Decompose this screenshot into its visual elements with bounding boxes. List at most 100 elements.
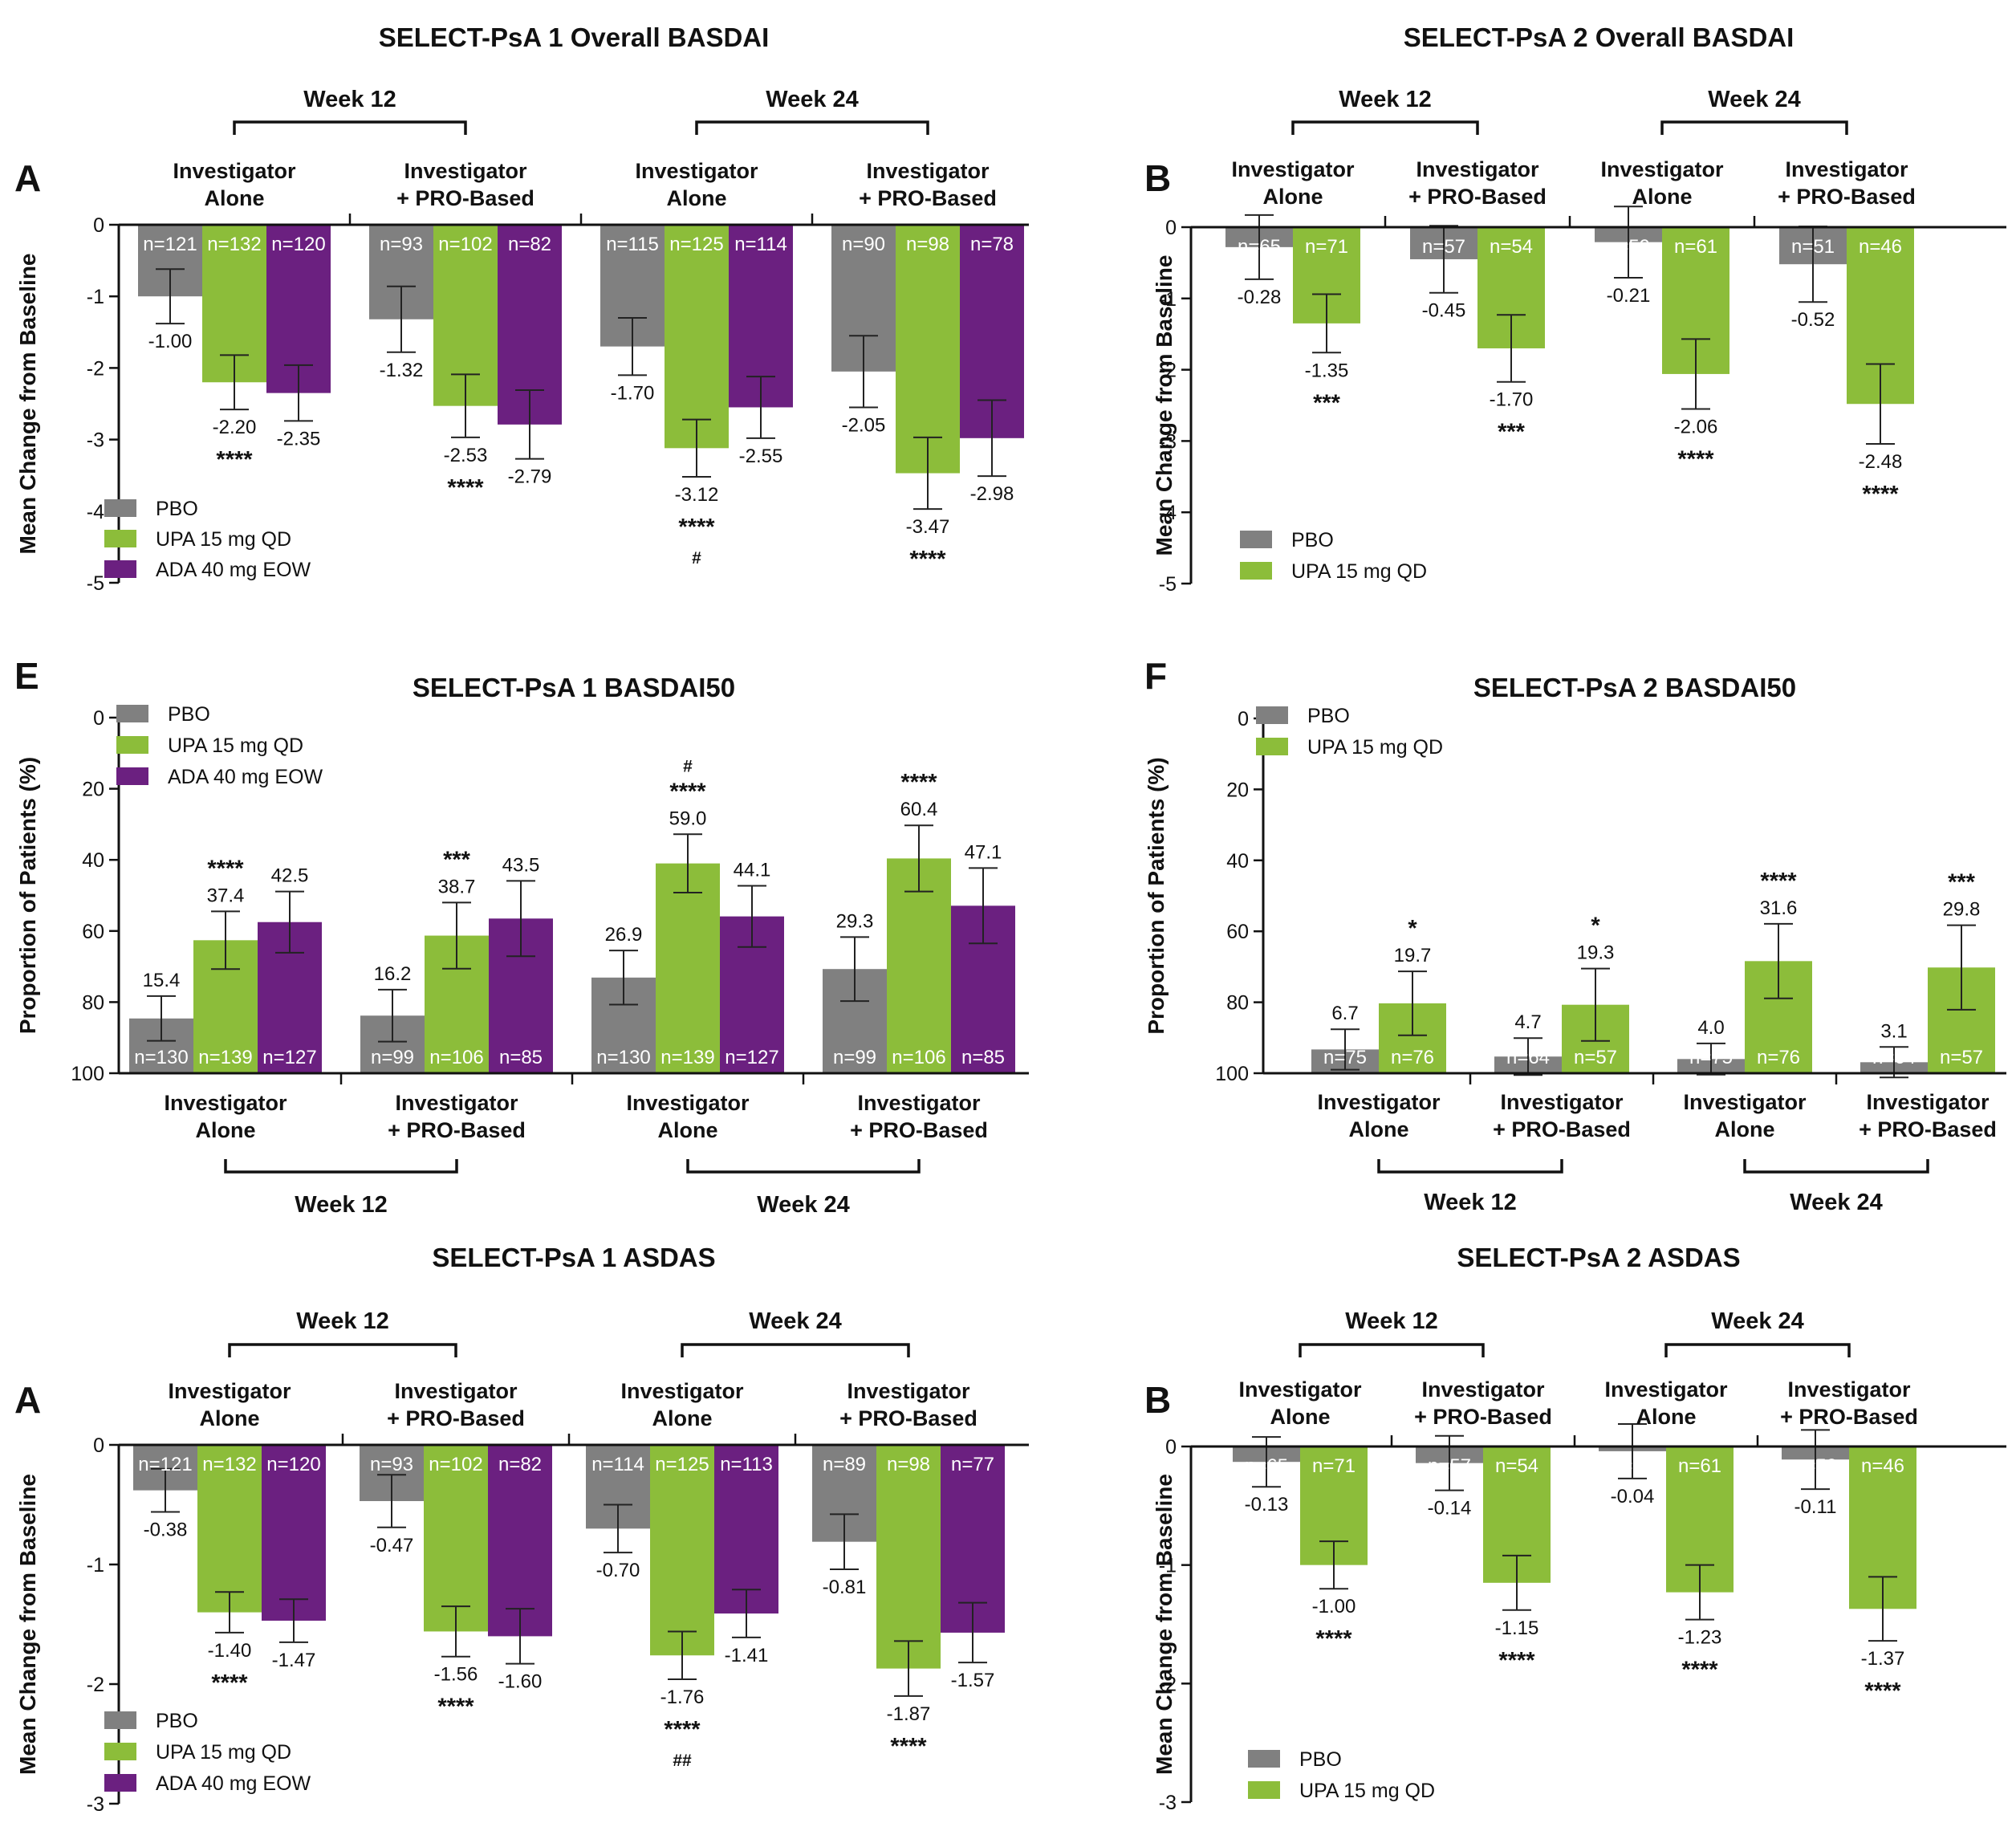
n-label: n=106 xyxy=(892,1047,945,1068)
n-label: n=76 xyxy=(1391,1047,1434,1068)
significance-stars: **** xyxy=(447,475,484,501)
week-bracket xyxy=(1664,1343,1851,1357)
value-label: -0.11 xyxy=(1794,1496,1837,1518)
n-label: n=89 xyxy=(823,1454,866,1475)
n-label: n=50 xyxy=(1794,1455,1837,1477)
group-label: + PRO-Based xyxy=(1414,1405,1552,1429)
legend-swatch-ada xyxy=(104,560,136,578)
significance-stars: **** xyxy=(211,1670,248,1696)
value-label: 29.3 xyxy=(836,910,874,932)
value-label: 4.0 xyxy=(1697,1017,1724,1039)
y-tick-label: -2 xyxy=(1159,360,1177,382)
significance-stars: **** xyxy=(1681,1658,1718,1683)
group-label: Investigator xyxy=(1317,1090,1441,1114)
significance-hash: ## xyxy=(673,1752,692,1770)
value-label: 3.1 xyxy=(1880,1020,1907,1042)
n-label: n=127 xyxy=(262,1047,316,1068)
group-label: Investigator xyxy=(404,159,527,183)
legend-label: UPA 15 mg QD xyxy=(156,1741,291,1764)
chart-title: SELECT-PsA 1 Overall BASDAI xyxy=(379,22,770,52)
legend-label: PBO xyxy=(1291,529,1334,551)
panel-label: A xyxy=(14,1379,41,1421)
n-label: n=61 xyxy=(1674,236,1717,258)
bar-upa xyxy=(197,1445,262,1613)
n-label: n=102 xyxy=(429,1454,482,1475)
week-bracket xyxy=(224,1159,458,1174)
n-label: n=93 xyxy=(370,1454,413,1475)
legend-swatch-pbo xyxy=(116,705,148,722)
value-label: -1.35 xyxy=(1305,360,1349,381)
y-tick-label: 60 xyxy=(1226,921,1249,943)
y-axis-label: Mean Change from Baseline xyxy=(15,1474,40,1775)
value-label: -2.55 xyxy=(739,446,783,467)
n-label: n=57 xyxy=(1422,236,1465,258)
value-label: -1.70 xyxy=(1490,389,1534,411)
value-label: 60.4 xyxy=(900,799,938,820)
y-tick-label: 40 xyxy=(1226,850,1249,873)
significance-stars: **** xyxy=(669,779,706,804)
value-label: 4.7 xyxy=(1514,1011,1541,1033)
y-tick-label: -4 xyxy=(1159,502,1177,524)
n-label: n=46 xyxy=(1861,1455,1904,1477)
y-tick-label: -1 xyxy=(87,1554,104,1577)
group-label: Investigator xyxy=(394,1379,518,1403)
group-label: Investigator xyxy=(1416,157,1539,181)
group-label: Investigator xyxy=(1604,1377,1728,1402)
value-label: -1.76 xyxy=(660,1686,705,1708)
legend-swatch-upa xyxy=(1256,738,1288,755)
legend-swatch-pbo xyxy=(1248,1750,1280,1768)
group-label: Alone xyxy=(652,1406,712,1430)
group-label: Alone xyxy=(1262,185,1323,209)
n-label: n=120 xyxy=(266,1454,320,1475)
n-label: n=132 xyxy=(202,1454,256,1475)
n-label: n=65 xyxy=(1245,1455,1288,1477)
n-label: n=121 xyxy=(143,234,197,255)
y-tick-label: -1 xyxy=(1159,1555,1177,1577)
group-label: Alone xyxy=(1636,1405,1696,1429)
n-label: n=51 xyxy=(1791,236,1835,258)
n-label: n=132 xyxy=(207,234,261,255)
week-label: Week 12 xyxy=(296,1308,389,1334)
value-label: -1.32 xyxy=(380,360,424,381)
significance-stars: **** xyxy=(900,770,937,795)
group-label: Investigator xyxy=(635,159,758,183)
group-label: Investigator xyxy=(866,159,990,183)
y-tick-label: 80 xyxy=(82,991,104,1014)
legend-swatch-upa xyxy=(104,1743,136,1760)
week-label: Week 24 xyxy=(749,1308,842,1334)
group-label: Alone xyxy=(204,186,264,210)
value-label: -1.41 xyxy=(725,1645,769,1666)
y-tick-label: 20 xyxy=(1226,779,1249,801)
legend-swatch-upa xyxy=(1248,1781,1280,1799)
group-label: Investigator xyxy=(164,1091,287,1115)
y-tick-label: 20 xyxy=(82,779,104,801)
n-label: n=106 xyxy=(429,1047,483,1068)
legend-label: PBO xyxy=(156,1710,198,1732)
legend-swatch-ada xyxy=(116,767,148,785)
value-label: -1.37 xyxy=(1861,1648,1905,1670)
value-label: 37.4 xyxy=(207,885,245,906)
legend-label: PBO xyxy=(156,498,198,520)
value-label: -1.15 xyxy=(1495,1617,1539,1639)
n-label: n=59 xyxy=(1607,236,1650,258)
n-label: n=64 xyxy=(1506,1047,1550,1068)
week-bracket xyxy=(1743,1159,1929,1174)
legend-label: UPA 15 mg QD xyxy=(1307,736,1443,759)
n-label: n=121 xyxy=(138,1454,192,1475)
week-bracket xyxy=(1377,1159,1563,1174)
n-label: n=71 xyxy=(1312,1455,1356,1477)
group-label: + PRO-Based xyxy=(839,1406,978,1430)
n-label: n=76 xyxy=(1757,1047,1800,1068)
bar-upa xyxy=(876,1445,941,1669)
value-label: -2.05 xyxy=(842,414,886,436)
n-label: n=98 xyxy=(906,234,949,255)
legend-swatch-pbo xyxy=(104,499,136,517)
n-label: n=65 xyxy=(1238,236,1281,258)
n-label: n=64 xyxy=(1872,1047,1916,1068)
value-label: 6.7 xyxy=(1331,1003,1358,1024)
chart-title: SELECT-PsA 1 ASDAS xyxy=(432,1243,715,1272)
week-label: Week 24 xyxy=(1711,1308,1804,1334)
y-tick-label: 100 xyxy=(1215,1063,1249,1085)
n-label: n=77 xyxy=(951,1454,994,1475)
